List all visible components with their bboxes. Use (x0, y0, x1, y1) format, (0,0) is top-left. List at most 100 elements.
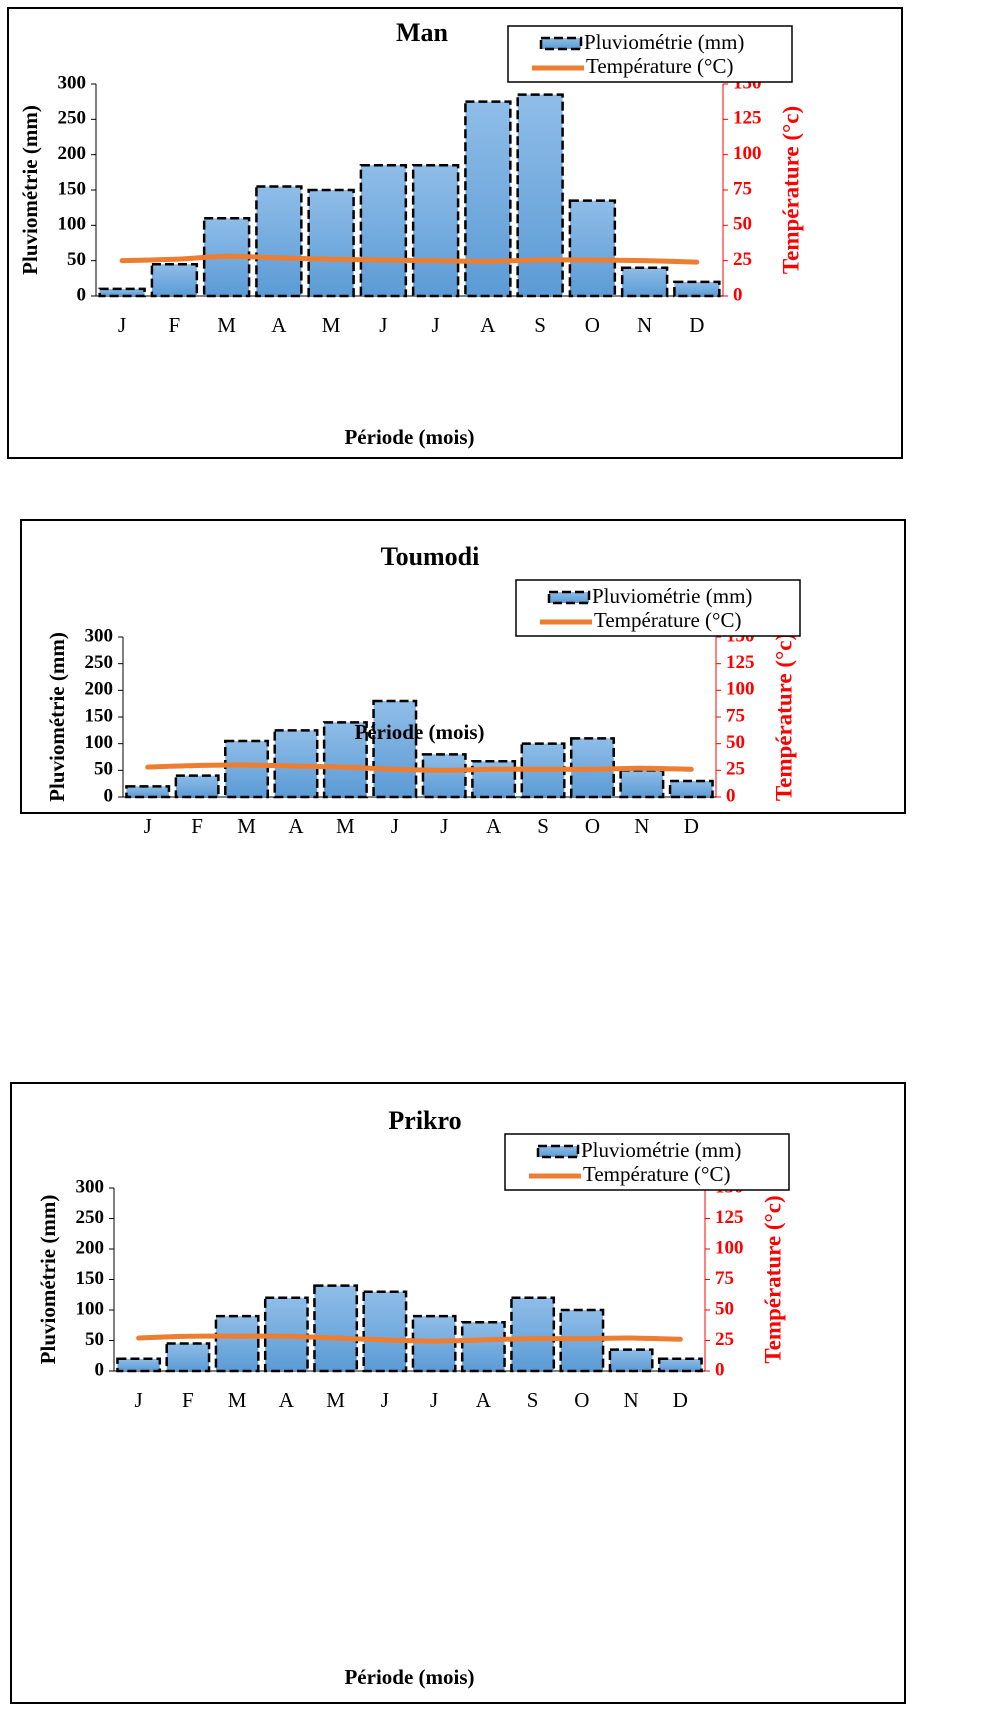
chart-title: Man (396, 18, 449, 47)
rain-bar (568, 199, 617, 298)
y-axis-title: Pluviométrie (mm) (18, 105, 42, 275)
rain-bar (224, 739, 270, 799)
y2-tick-label: 25 (733, 249, 752, 270)
y-tick-label: 300 (58, 72, 87, 93)
x-tick-label: A (486, 814, 502, 838)
y-tick-label: 250 (58, 108, 87, 129)
y-axis-title: Pluviométrie (mm) (36, 1195, 60, 1365)
y2-tick-label: 0 (733, 284, 743, 305)
x-tick-label: J (432, 313, 440, 337)
rain-bar (313, 1284, 359, 1373)
y-tick-label: 100 (76, 1298, 105, 1319)
rain-bar (255, 185, 303, 298)
temperature-line (145, 762, 694, 773)
rain-bar (359, 164, 408, 298)
y2-axis-title: Température (°c) (778, 106, 803, 274)
x-tick-label: J (381, 1388, 389, 1412)
x-tick-label: S (527, 1388, 539, 1412)
x-tick-label: A (288, 814, 304, 838)
rain-bar (620, 266, 669, 298)
x-tick-label: M (322, 313, 341, 337)
rain-bar (516, 93, 564, 298)
y2-tick-label: 0 (715, 1359, 725, 1380)
y2-tick-label: 0 (726, 785, 736, 806)
chart-panel-man: Man 0 50 100 150 200 250 300 0 25 50 75 100 125 150 J F M… (7, 7, 903, 459)
y-tick-label: 150 (58, 178, 87, 199)
y-tick-label: 250 (85, 652, 114, 673)
legend: Pluviométrie (mm)Température (°C) (515, 579, 801, 637)
chart-title: Toumodi (381, 542, 480, 571)
y2-tick-label: 25 (715, 1329, 734, 1350)
x-tick-label: F (191, 814, 203, 838)
x-tick-label: J (440, 814, 448, 838)
y2-tick-label: 100 (726, 679, 755, 700)
y-tick-label: 50 (67, 249, 86, 270)
legend: Pluviométrie (mm)Température (°C) (507, 25, 793, 83)
temperature-line (136, 1333, 683, 1344)
rain-bar (657, 1357, 703, 1373)
rain-bar (510, 1296, 556, 1373)
x-tick-label: S (537, 814, 549, 838)
x-tick-label: A (476, 1388, 492, 1412)
y-tick-label: 150 (85, 705, 114, 726)
x-tick-label: A (271, 313, 287, 337)
x-tick-label: J (118, 313, 126, 337)
y-tick-label: 0 (77, 284, 87, 305)
x-tick-label: F (169, 313, 181, 337)
legend-box (504, 1133, 790, 1191)
x-tick-label: O (585, 814, 600, 838)
x-tick-label: D (684, 814, 699, 838)
rain-bar (460, 1320, 506, 1373)
legend-bar-swatch (539, 36, 583, 51)
rain-bar (98, 287, 146, 298)
rain-bar (165, 1342, 211, 1373)
legend-temp-label: Température (°C) (594, 608, 741, 632)
y-tick-label: 100 (85, 732, 114, 753)
y2-tick-label: 75 (715, 1268, 734, 1289)
legend-temp-label: Température (°C) (586, 54, 733, 78)
rain-bar (372, 699, 418, 799)
x-tick-label: D (673, 1388, 688, 1412)
x-tick-label: M (217, 313, 236, 337)
y2-tick-label: 50 (726, 732, 745, 753)
rain-bar (125, 785, 171, 799)
chart-panel-toumodi: Toumodi050100150200250300025507510012515… (20, 519, 906, 838)
y2-axis-title: Température (°c) (760, 1195, 785, 1363)
y-tick-label: 50 (85, 1329, 104, 1350)
x-tick-label: M (237, 814, 256, 838)
x-tick-label: J (144, 814, 152, 838)
y-tick-label: 100 (58, 214, 87, 235)
legend-box (515, 579, 801, 637)
y-axis-title: Pluviométrie (mm) (45, 632, 69, 802)
x-tick-label: A (480, 313, 496, 337)
y2-tick-label: 75 (733, 178, 752, 199)
x-tick-label: J (391, 814, 399, 838)
legend-rain-label: Pluviométrie (mm) (584, 30, 744, 54)
x-tick-label: A (279, 1388, 295, 1412)
y2-tick-label: 25 (726, 759, 745, 780)
rain-bar (307, 188, 355, 298)
legend: Pluviométrie (mm)Température (°C) (504, 1133, 790, 1191)
x-tick-label: F (182, 1388, 194, 1412)
x-tick-label: M (326, 1388, 345, 1412)
y2-axis-title: Température (°c) (771, 633, 796, 801)
y-tick-label: 200 (76, 1237, 105, 1258)
rain-bar (421, 753, 467, 799)
x-axis-title: Période (mois) (354, 720, 484, 744)
x-tick-label: S (534, 313, 546, 337)
legend-rain-label: Pluviométrie (mm) (581, 1138, 741, 1162)
x-tick-label: N (637, 313, 652, 337)
x-tick-label: N (634, 814, 649, 838)
rain-bar (471, 760, 517, 799)
y-tick-label: 300 (85, 625, 114, 646)
rain-bar (174, 774, 220, 799)
y-tick-label: 300 (76, 1176, 105, 1197)
rain-bar (673, 280, 721, 298)
rain-bar (411, 164, 460, 298)
x-tick-label: J (135, 1388, 143, 1412)
chart-title: Prikro (388, 1106, 461, 1135)
legend-bar-swatch (547, 590, 591, 605)
y-tick-label: 0 (104, 785, 114, 806)
chart-svg-toumodi: Toumodi050100150200250300025507510012515… (45, 542, 801, 838)
